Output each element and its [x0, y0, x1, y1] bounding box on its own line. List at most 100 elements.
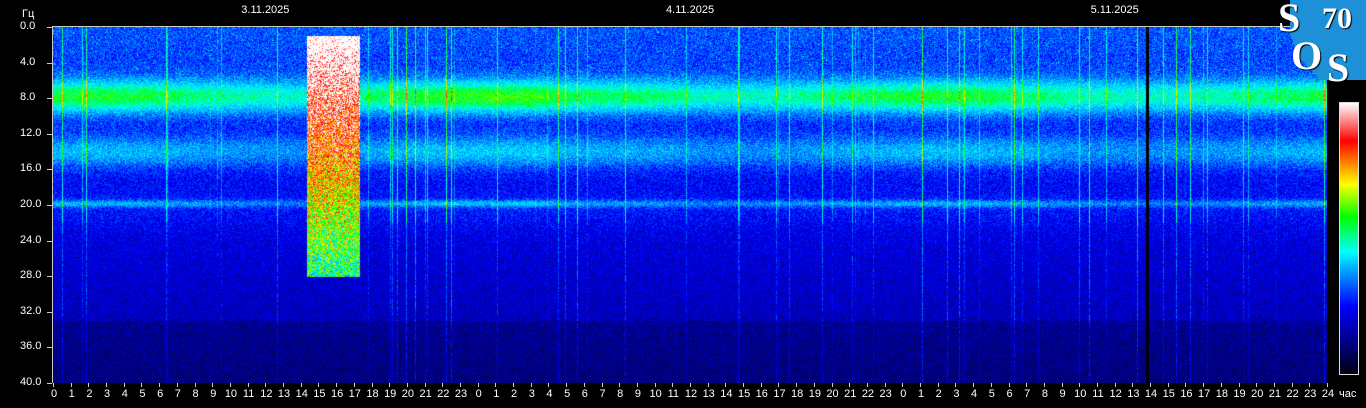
x-tick — [920, 383, 922, 387]
x-tick — [70, 383, 72, 387]
x-tick — [495, 383, 497, 387]
y-tick — [47, 205, 52, 206]
x-tick-label: 10 — [1074, 388, 1087, 400]
x-tick — [530, 383, 532, 387]
x-tick — [937, 383, 939, 387]
y-tick-label: 28.0 — [20, 269, 42, 282]
x-tick-label: 3 — [528, 388, 535, 400]
x-tick-label: 7 — [599, 388, 606, 400]
x-tick-label: 4 — [971, 388, 978, 400]
x-tick — [141, 383, 143, 387]
y-tick — [47, 240, 52, 242]
x-tick — [442, 383, 444, 387]
y-tick-label: 36.0 — [20, 340, 42, 353]
x-tick-label: 21 — [419, 388, 432, 400]
x-tick — [212, 383, 214, 387]
x-tick-label: 0 — [50, 388, 58, 400]
x-tick — [336, 383, 338, 387]
x-tick-label: 16 — [1180, 388, 1193, 400]
y-tick-label: 8.0 — [20, 91, 36, 104]
x-tick-label: 21 — [844, 388, 857, 400]
x-tick-label: 1 — [493, 388, 500, 400]
y-tick-label: 12.0 — [20, 126, 42, 139]
x-tick — [690, 383, 691, 387]
x-tick — [1114, 383, 1116, 387]
x-tick-label: 20 — [826, 388, 839, 400]
y-tick-label: 16.0 — [20, 162, 42, 175]
x-tick — [636, 383, 638, 387]
y-tick-label: 4.0 — [20, 55, 36, 68]
y-tick — [47, 169, 52, 171]
x-tick-label: 3 — [104, 388, 111, 400]
x-tick-label: 17 — [348, 388, 361, 400]
x-tick-label: 6 — [157, 388, 164, 400]
x-tick — [353, 383, 355, 387]
x-tick-label: 8 — [192, 388, 199, 400]
date-label: 5.11.2025 — [1090, 4, 1139, 16]
x-tick-label: 9 — [210, 388, 217, 400]
x-tick — [1220, 383, 1222, 387]
x-tick — [1043, 383, 1045, 387]
x-tick-label: 5 — [139, 388, 146, 400]
x-tick-label: 17 — [773, 388, 786, 400]
y-tick — [47, 98, 52, 100]
x-tick — [1309, 383, 1311, 387]
x-tick-label: 18 — [366, 388, 379, 400]
x-tick-label: 20 — [401, 388, 414, 400]
x-tick-label: 23 — [454, 388, 468, 400]
y-tick-label: 0.0 — [20, 20, 36, 32]
x-tick — [300, 383, 302, 387]
x-tick — [1203, 383, 1205, 387]
x-tick — [707, 383, 709, 387]
x-tick — [973, 383, 975, 387]
y-tick — [47, 311, 52, 313]
x-tick-label: 5 — [988, 388, 995, 400]
x-axis-unit: час — [1339, 388, 1357, 400]
x-tick-label: 4 — [546, 388, 553, 400]
x-tick-label: 23 — [879, 388, 892, 400]
x-tick-label: 14 — [1144, 388, 1158, 400]
x-tick — [990, 383, 992, 387]
x-tick — [1132, 383, 1134, 387]
x-tick — [725, 383, 727, 387]
x-tick-label: 8 — [1041, 388, 1048, 400]
x-tick-label: 3 — [953, 388, 960, 400]
x-tick — [654, 383, 656, 387]
x-tick-label: 17 — [1198, 388, 1211, 400]
x-tick-label: 4 — [121, 388, 128, 400]
x-tick — [866, 383, 868, 387]
spectrogram-heatmap — [53, 27, 1327, 383]
x-tick-label: 8 — [617, 388, 624, 400]
x-tick — [760, 383, 762, 387]
y-tick-label: 24.0 — [20, 233, 42, 246]
x-tick-label: 14 — [720, 388, 733, 400]
x-tick-label: 16 — [330, 388, 344, 400]
x-tick-label: 9 — [1059, 388, 1066, 400]
x-tick — [513, 383, 515, 387]
x-tick — [229, 383, 231, 387]
x-tick-label: 13 — [702, 388, 715, 400]
x-tick-label: 10 — [649, 388, 662, 400]
x-tick-label: 22 — [861, 388, 875, 400]
x-tick — [796, 383, 798, 387]
x-tick-label: 19 — [808, 388, 821, 400]
x-tick-label: 21 — [1268, 388, 1282, 400]
x-tick-label: 13 — [1127, 388, 1140, 400]
y-tick — [47, 347, 52, 349]
x-tick — [601, 383, 603, 387]
x-tick — [548, 383, 550, 387]
x-tick — [1150, 383, 1152, 387]
x-tick — [176, 383, 178, 387]
x-tick-label: 13 — [277, 388, 291, 400]
x-tick-label: 14 — [295, 388, 308, 400]
x-tick — [1185, 383, 1187, 387]
x-tick — [406, 383, 408, 387]
x-tick — [265, 383, 267, 387]
x-tick-label: 24 — [1321, 388, 1335, 400]
y-tick-label: 40.0 — [20, 376, 42, 388]
x-tick — [88, 383, 90, 387]
x-tick-label: 18 — [791, 388, 804, 400]
x-tick-label: 7 — [1024, 388, 1031, 400]
x-tick-label: 5 — [564, 388, 571, 400]
x-tick — [477, 383, 479, 387]
